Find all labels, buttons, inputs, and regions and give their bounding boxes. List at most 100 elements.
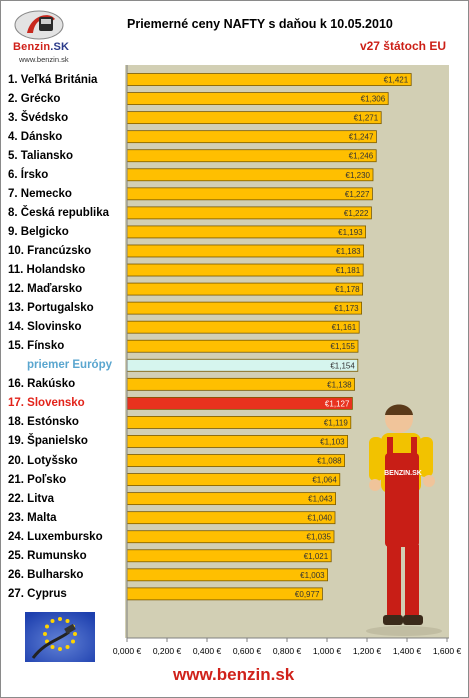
x-tick-label-5: 1,000 € — [313, 646, 342, 656]
mechanic-figure: BENZIN.SK — [366, 404, 442, 636]
eu-star-icon — [58, 617, 62, 621]
bar-25 — [126, 549, 332, 563]
bar-22 — [126, 492, 337, 506]
eu-star-icon — [45, 624, 50, 629]
x-tick-label-7: 1,400 € — [393, 646, 422, 656]
bar-2 — [126, 111, 382, 125]
bar-value-label-23: €1,040 — [308, 514, 333, 523]
bar-value-label-26: €1,003 — [300, 571, 325, 580]
bar-26 — [126, 568, 329, 582]
bar-1 — [126, 92, 389, 105]
category-label-10: 11. Holandsko — [8, 264, 86, 277]
bar-27 — [126, 587, 323, 601]
bar-24 — [126, 530, 335, 544]
x-tick-label-8: 1,600 € — [433, 646, 462, 656]
x-tick-label-4: 0,800 € — [273, 646, 302, 656]
bar-14 — [126, 339, 359, 353]
category-label-1: 2. Grécko — [8, 92, 61, 105]
average-label: priemer Európy — [27, 359, 112, 372]
category-label-16: 16. Rakúsko — [8, 378, 76, 391]
bar-value-label-19: €1,103 — [320, 437, 345, 446]
bar-13 — [126, 320, 360, 334]
chart-subtitle: v27 štátoch EU — [359, 39, 446, 53]
logo-url: www.benzin.sk — [19, 55, 69, 64]
bar-value-label-9: €1,183 — [336, 247, 361, 256]
category-label-5: 6. Írsko — [8, 168, 49, 181]
category-label-21: 21. Poľsko — [8, 473, 67, 486]
bar-value-label-12: €1,173 — [334, 304, 359, 313]
fuel-pump-icon — [14, 10, 64, 40]
category-label-20: 20. Lotyšsko — [8, 454, 78, 467]
category-label-9: 10. Francúzsko — [8, 244, 92, 257]
benzin-logo: Benzin.SK www.benzin.sk — [9, 7, 89, 69]
bar-3 — [126, 130, 377, 144]
category-label-14: 15. Fínsko — [8, 340, 65, 353]
category-label-19: 19. Španielsko — [8, 435, 88, 448]
category-label-27: 27. Cyprus — [8, 587, 67, 600]
bar-8 — [126, 225, 367, 239]
category-label-13: 14. Slovinsko — [8, 321, 82, 334]
x-tick-label-6: 1,200 € — [353, 646, 382, 656]
bar-4 — [126, 149, 377, 163]
bar-value-label-17: €1,127 — [325, 399, 350, 408]
bar-value-label-22: €1,043 — [308, 495, 333, 504]
category-label-17: 17. Slovensko — [8, 397, 85, 410]
bar-value-label-0: €1,421 — [384, 76, 409, 85]
bar-value-label-6: €1,227 — [345, 190, 370, 199]
category-label-6: 7. Nemecko — [8, 187, 72, 200]
bar-value-label-7: €1,222 — [344, 209, 369, 218]
bar-value-label-27: €0,977 — [295, 590, 320, 599]
category-label-4: 5. Taliansko — [8, 149, 73, 162]
eu-star-icon — [70, 639, 75, 644]
category-label-3: 4. Dánsko — [8, 130, 63, 143]
category-label-0: 1. Veľká Británia — [8, 73, 98, 86]
bar-9 — [126, 244, 365, 258]
category-label-8: 9. Belgicko — [8, 225, 69, 238]
eu-flag-icon — [25, 612, 95, 662]
bar-value-label-1: €1,306 — [361, 95, 386, 104]
bar-value-label-25: €1,021 — [304, 552, 329, 561]
category-label-12: 13. Portugalsko — [8, 302, 94, 315]
category-label-22: 22. Litva — [8, 492, 55, 505]
category-label-2: 3. Švédsko — [8, 111, 69, 124]
x-tick-label-1: 0,200 € — [153, 646, 182, 656]
bar-10 — [126, 263, 364, 277]
bar-12 — [126, 301, 363, 315]
bar-11 — [126, 282, 364, 296]
bar-value-label-15: €1,154 — [330, 361, 355, 370]
bar-value-label-16: €1,138 — [327, 380, 352, 389]
eu-star-icon — [43, 632, 47, 636]
logo-brand: Benzin.SK — [13, 41, 70, 53]
eu-star-icon — [58, 647, 62, 651]
eu-star-icon — [50, 619, 55, 624]
bar-18 — [126, 416, 352, 429]
bar-20 — [126, 454, 346, 467]
bar-16 — [126, 377, 356, 391]
bar-value-label-10: €1,181 — [336, 266, 361, 275]
bar-value-label-20: €1,088 — [317, 457, 342, 466]
bar-15 — [126, 358, 359, 372]
category-label-25: 25. Rumunsko — [8, 549, 87, 562]
category-label-18: 18. Estónsko — [8, 416, 79, 429]
bar-17 — [126, 396, 353, 410]
category-label-26: 26. Bulharsko — [8, 568, 84, 581]
eu-star-icon — [65, 644, 70, 649]
category-label-7: 8. Česká republika — [8, 206, 109, 219]
bar-23 — [126, 511, 336, 525]
bar-6 — [126, 187, 373, 201]
eu-star-icon — [73, 632, 77, 636]
bar-19 — [126, 435, 349, 448]
x-tick-label-0: 0,000 € — [113, 646, 142, 656]
bar-value-label-2: €1,271 — [354, 114, 379, 123]
bar-value-label-8: €1,193 — [338, 228, 363, 237]
bar-7 — [126, 206, 372, 220]
x-tick-label-3: 0,600 € — [233, 646, 262, 656]
footer-url: www.benzin.sk — [173, 665, 295, 684]
bar-value-label-13: €1,161 — [332, 323, 357, 332]
x-tick-label-2: 0,400 € — [193, 646, 222, 656]
bar-value-label-18: €1,119 — [324, 418, 348, 427]
category-label-23: 23. Malta — [8, 511, 57, 524]
mechanic-badge: BENZIN.SK — [384, 470, 422, 477]
bar-21 — [126, 473, 341, 486]
